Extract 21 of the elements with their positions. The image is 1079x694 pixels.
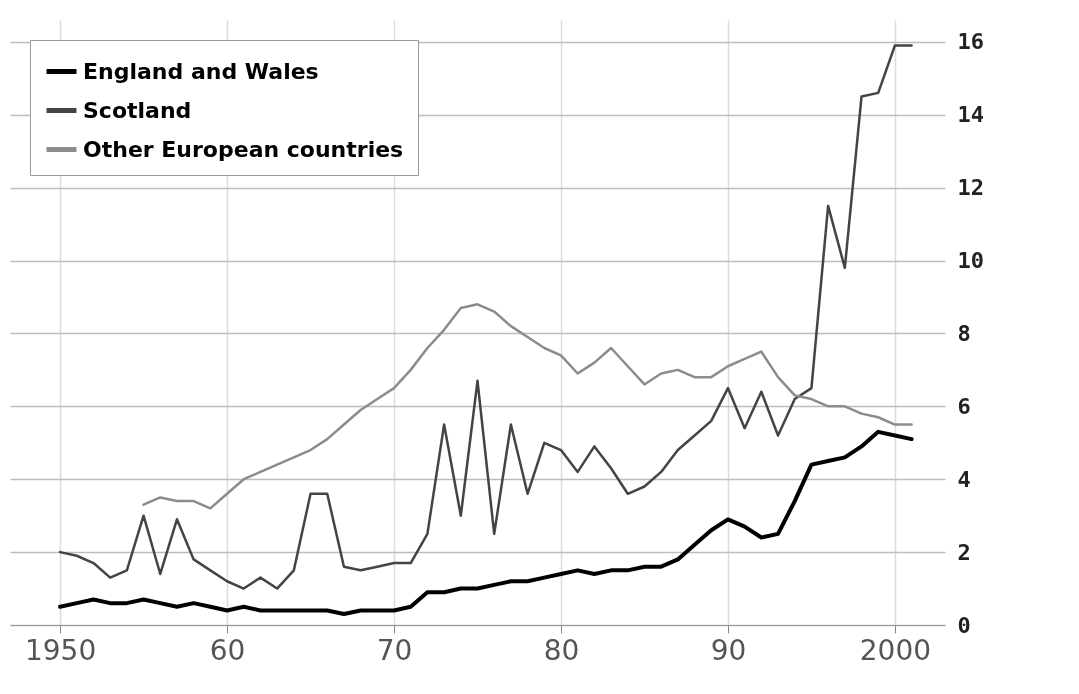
x-tick-label: 60	[209, 633, 246, 667]
y-tick-label: 0	[957, 612, 971, 638]
y-tick-label: 12	[957, 175, 984, 201]
y-tick-label: 16	[957, 29, 984, 55]
line-series	[142, 303, 913, 510]
line-series	[58, 44, 913, 590]
y-tick-label: 4	[957, 466, 971, 492]
x-tick-label: 90	[710, 633, 747, 667]
x-tick-label: 80	[543, 633, 580, 667]
legend-label: England and Wales	[83, 58, 319, 84]
line-series	[58, 429, 914, 617]
y-tick-label: 10	[957, 248, 984, 274]
y-tick-label: 6	[957, 393, 971, 419]
x-tick-label: 2000	[859, 633, 932, 667]
y-tick-label: 2	[957, 539, 971, 565]
x-tick-label: 70	[376, 633, 413, 667]
y-tick-label: 8	[957, 320, 971, 346]
y-tick-label: 14	[957, 102, 984, 128]
legend-label: Other European countries	[83, 136, 404, 162]
legend-label: Scotland	[83, 97, 192, 123]
x-tick-label: 1950	[24, 633, 97, 667]
